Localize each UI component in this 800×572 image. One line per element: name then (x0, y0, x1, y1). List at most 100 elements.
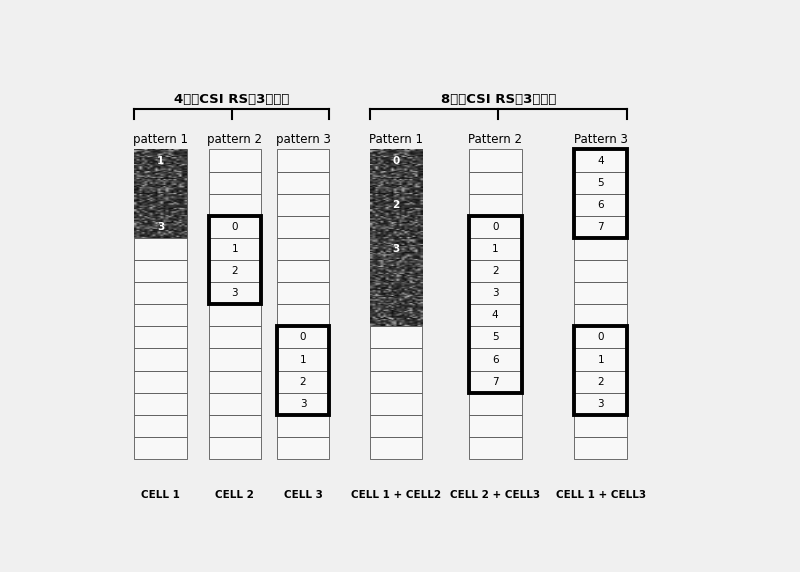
Text: 2: 2 (598, 376, 604, 387)
Bar (134, 282, 187, 304)
Bar (209, 260, 261, 282)
Text: 3: 3 (393, 244, 400, 254)
Text: 4端口CSI RS的3种图案: 4端口CSI RS的3种图案 (174, 93, 290, 106)
Text: 0: 0 (598, 332, 604, 343)
Bar (574, 172, 627, 194)
Text: 0: 0 (492, 222, 498, 232)
Bar (209, 327, 261, 348)
Bar (277, 149, 330, 172)
Text: 7: 7 (492, 376, 498, 387)
Text: 1: 1 (157, 156, 164, 165)
Bar (277, 172, 330, 194)
Bar (370, 304, 422, 327)
Bar (370, 238, 422, 260)
Bar (209, 415, 261, 437)
Text: 6: 6 (598, 200, 604, 210)
Bar (469, 415, 522, 437)
Text: 1: 1 (231, 244, 238, 254)
Bar (370, 437, 422, 459)
Bar (209, 282, 261, 304)
Bar (209, 393, 261, 415)
Bar (134, 172, 187, 194)
Text: CELL 3: CELL 3 (284, 490, 322, 500)
Bar (469, 393, 522, 415)
Text: Pattern 3: Pattern 3 (574, 133, 627, 146)
Text: 3: 3 (492, 288, 498, 298)
Bar (574, 327, 627, 348)
Bar (277, 216, 330, 238)
Text: 2: 2 (492, 266, 498, 276)
Bar (134, 238, 187, 260)
Bar (370, 415, 422, 437)
Bar (574, 304, 627, 327)
Text: 4: 4 (492, 311, 498, 320)
Text: 8端口CSI RS的3种图案: 8端口CSI RS的3种图案 (441, 93, 556, 106)
Text: CELL 1 + CELL3: CELL 1 + CELL3 (555, 490, 646, 500)
Bar (469, 304, 522, 327)
Bar (277, 415, 330, 437)
Bar (277, 393, 330, 415)
Bar (469, 437, 522, 459)
Bar (469, 282, 522, 304)
Bar (469, 149, 522, 172)
Bar (370, 327, 422, 348)
Text: Pattern 2: Pattern 2 (468, 133, 522, 146)
Text: 1: 1 (598, 355, 604, 364)
Bar (277, 304, 330, 327)
Text: 0: 0 (393, 156, 400, 165)
Text: 4: 4 (598, 156, 604, 165)
Bar (277, 348, 330, 371)
Bar (134, 304, 187, 327)
Bar (134, 149, 187, 172)
Text: pattern 3: pattern 3 (276, 133, 330, 146)
Bar (277, 194, 330, 216)
Bar (134, 371, 187, 393)
Bar (277, 238, 330, 260)
Bar (134, 194, 187, 216)
Bar (574, 149, 627, 238)
Bar (277, 371, 330, 393)
Text: pattern 1: pattern 1 (133, 133, 188, 146)
Text: 2: 2 (393, 200, 400, 210)
Bar (134, 393, 187, 415)
Bar (134, 216, 187, 238)
Bar (277, 327, 330, 415)
Text: 3: 3 (231, 288, 238, 298)
Text: 6: 6 (492, 355, 498, 364)
Bar (370, 172, 422, 194)
Bar (209, 348, 261, 371)
Text: 3: 3 (157, 222, 164, 232)
Bar (209, 172, 261, 194)
Bar (134, 437, 187, 459)
Text: CELL 2: CELL 2 (215, 490, 254, 500)
Bar (370, 260, 422, 282)
Bar (277, 282, 330, 304)
Text: pattern 2: pattern 2 (207, 133, 262, 146)
Text: Pattern 1: Pattern 1 (369, 133, 423, 146)
Bar (469, 327, 522, 348)
Bar (469, 194, 522, 216)
Bar (209, 437, 261, 459)
Bar (370, 149, 422, 172)
Bar (134, 260, 187, 282)
Text: 2: 2 (231, 266, 238, 276)
Bar (370, 194, 422, 216)
Bar (574, 194, 627, 216)
Text: 3: 3 (300, 399, 306, 409)
Text: CELL 2 + CELL3: CELL 2 + CELL3 (450, 490, 540, 500)
Text: 5: 5 (598, 178, 604, 188)
Bar (370, 282, 422, 304)
Bar (469, 216, 522, 238)
Text: 1: 1 (300, 355, 306, 364)
Text: 1: 1 (492, 244, 498, 254)
Text: 7: 7 (598, 222, 604, 232)
Bar (574, 260, 627, 282)
Bar (277, 437, 330, 459)
Bar (469, 348, 522, 371)
Bar (277, 260, 330, 282)
Bar (134, 348, 187, 371)
Bar (370, 393, 422, 415)
Bar (209, 216, 261, 238)
Bar (574, 371, 627, 393)
Bar (574, 348, 627, 371)
